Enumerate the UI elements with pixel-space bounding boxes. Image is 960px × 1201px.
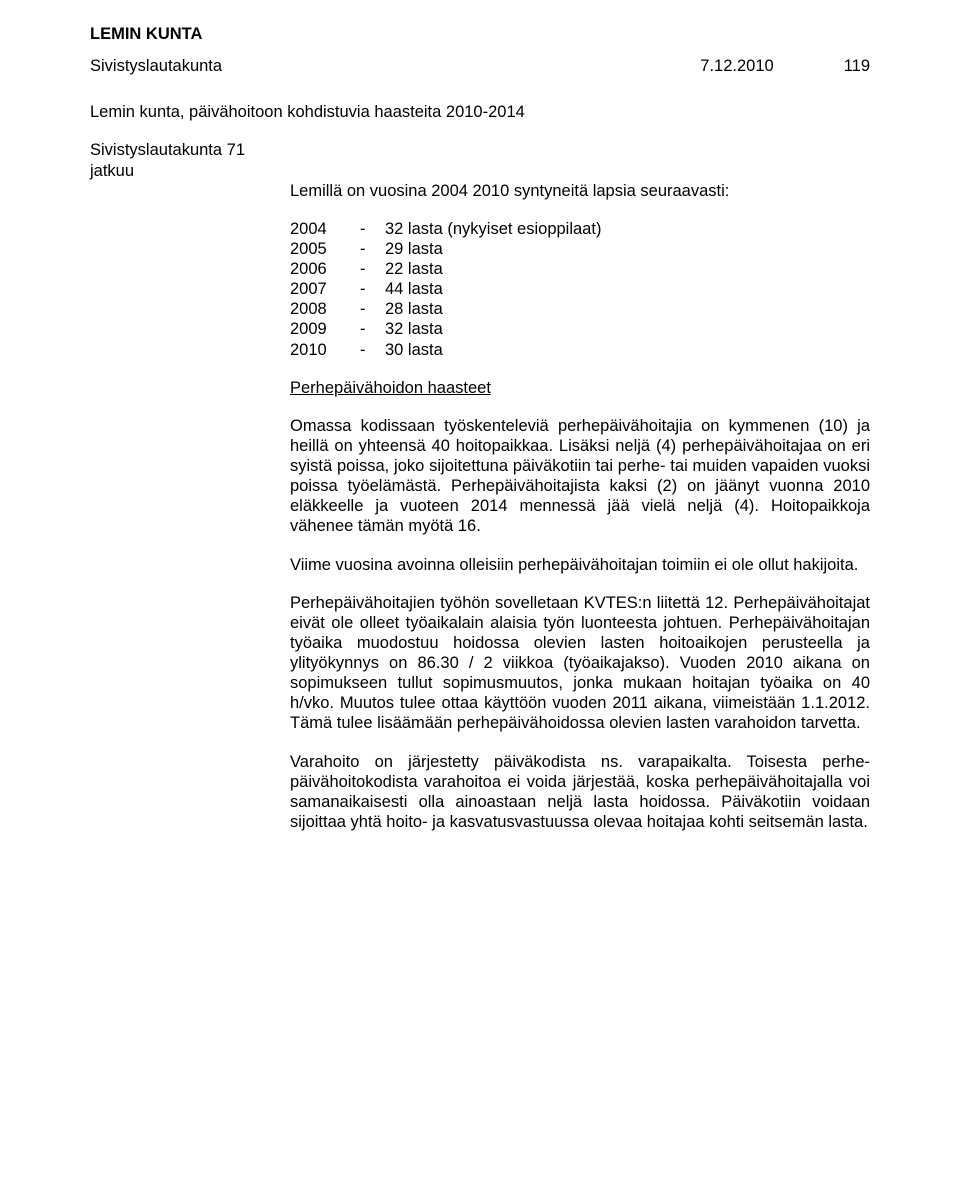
subheader-right: 7.12.2010 119 xyxy=(700,56,870,76)
dash-cell: - xyxy=(360,219,385,239)
year-cell: 2009 xyxy=(290,319,360,339)
org-name: LEMIN KUNTA xyxy=(90,24,202,44)
subheader-row: Sivistyslautakunta 7.12.2010 119 xyxy=(90,56,870,76)
dash-cell: - xyxy=(360,279,385,299)
topic-title: Lemin kunta, päivähoitoon kohdistuvia ha… xyxy=(90,102,870,122)
page-number: 119 xyxy=(844,56,870,76)
dash-cell: - xyxy=(360,259,385,279)
year-cell: 2004 xyxy=(290,219,360,239)
count-cell: 44 lasta xyxy=(385,279,443,299)
table-row: 2006 - 22 lasta xyxy=(290,259,870,279)
meeting-date: 7.12.2010 xyxy=(700,56,773,76)
year-cell: 2005 xyxy=(290,239,360,259)
paragraph-2: Viime vuosina avoinna olleisiin perhepäi… xyxy=(290,555,870,575)
section-line: Sivistyslautakunta 71 xyxy=(90,140,870,160)
continues-label: jatkuu xyxy=(90,161,870,181)
paragraph-4: Varahoito on järjestetty päiväkodista ns… xyxy=(290,752,870,833)
table-row: 2007 - 44 lasta xyxy=(290,279,870,299)
year-cell: 2008 xyxy=(290,299,360,319)
paragraph-3: Perhepäivähoitajien työhön sovelletaan K… xyxy=(290,593,870,734)
dash-cell: - xyxy=(360,340,385,360)
intro-paragraph: Lemillä on vuosina 2004 2010 syntyneitä … xyxy=(290,181,870,201)
count-cell: 29 lasta xyxy=(385,239,443,259)
table-row: 2005 - 29 lasta xyxy=(290,239,870,259)
paragraph-1: Omassa kodissaan työskenteleviä perhepäi… xyxy=(290,416,870,537)
dash-cell: - xyxy=(360,239,385,259)
topic-block: Lemin kunta, päivähoitoon kohdistuvia ha… xyxy=(90,102,870,122)
table-row: 2010 - 30 lasta xyxy=(290,340,870,360)
table-row: 2008 - 28 lasta xyxy=(290,299,870,319)
subheading: Perhepäivähoidon haasteet xyxy=(290,378,870,398)
dash-cell: - xyxy=(360,319,385,339)
document-page: LEMIN KUNTA Sivistyslautakunta 7.12.2010… xyxy=(0,0,960,1201)
count-cell: 30 lasta xyxy=(385,340,443,360)
count-cell: 32 lasta xyxy=(385,319,443,339)
year-cell: 2006 xyxy=(290,259,360,279)
table-row: 2004 - 32 lasta (nykyiset esioppilaat) xyxy=(290,219,870,239)
year-cell: 2007 xyxy=(290,279,360,299)
dash-cell: - xyxy=(360,299,385,319)
section-id: Sivistyslautakunta 71 xyxy=(90,141,245,159)
board-name: Sivistyslautakunta xyxy=(90,56,222,76)
year-cell: 2010 xyxy=(290,340,360,360)
count-cell: 32 lasta (nykyiset esioppilaat) xyxy=(385,219,601,239)
table-row: 2009 - 32 lasta xyxy=(290,319,870,339)
body-content: Lemillä on vuosina 2004 2010 syntyneitä … xyxy=(90,181,870,832)
count-cell: 28 lasta xyxy=(385,299,443,319)
count-cell: 22 lasta xyxy=(385,259,443,279)
header-org-row: LEMIN KUNTA xyxy=(90,24,870,44)
year-table: 2004 - 32 lasta (nykyiset esioppilaat) 2… xyxy=(290,219,870,360)
